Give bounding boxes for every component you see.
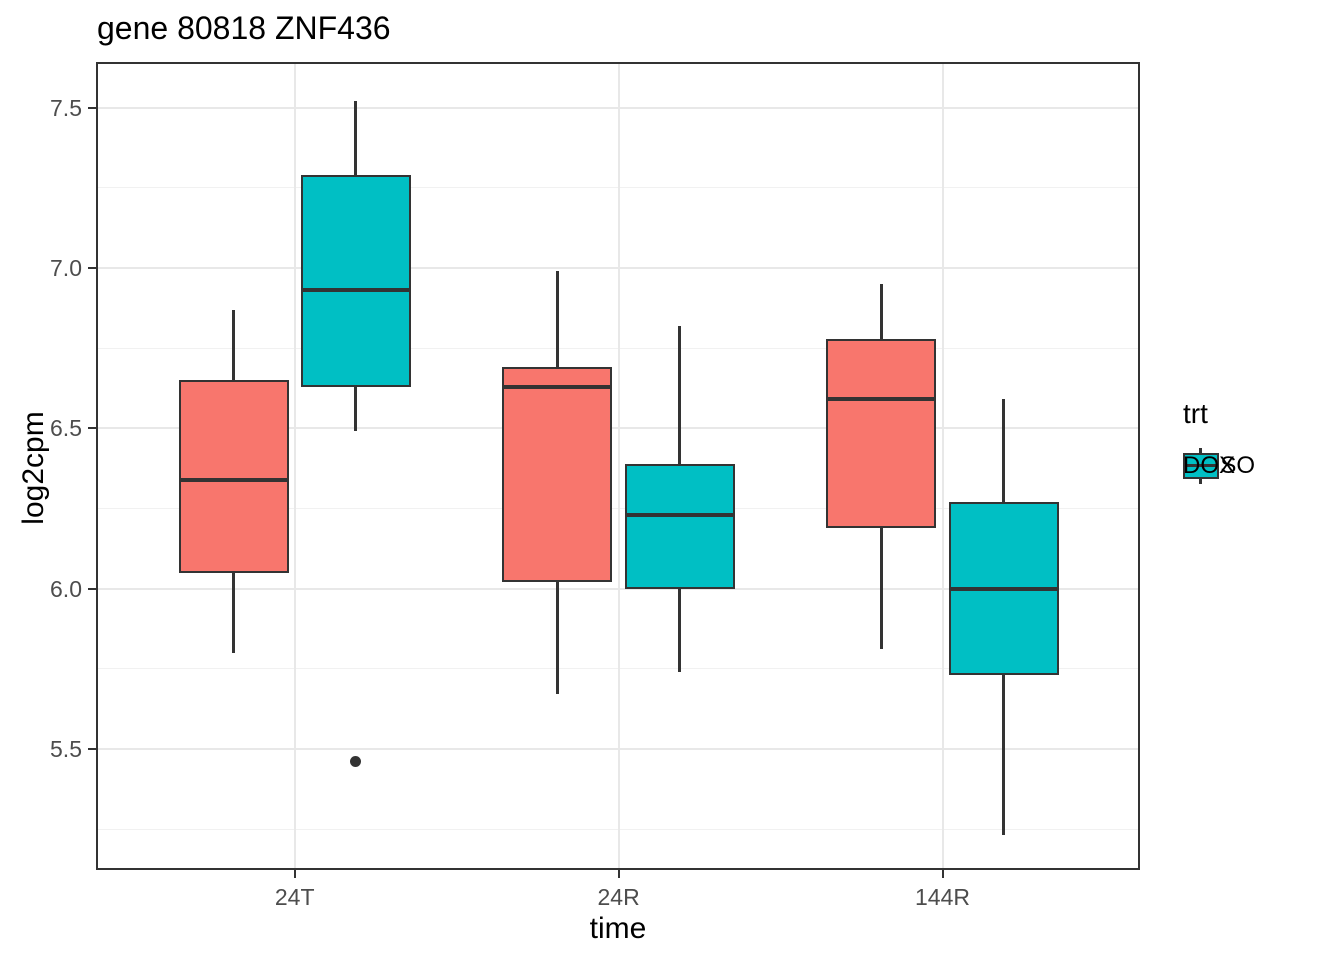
median-DOX-144R (950, 586, 1057, 591)
box-DOX-24R (624, 463, 735, 589)
x-axis-title: time (589, 912, 647, 945)
legend-label: DOX (1183, 452, 1236, 479)
y-tick-label: 6.5 (50, 415, 82, 442)
y-tick-label: 5.5 (50, 735, 82, 762)
box-DMSO-24T (178, 380, 289, 573)
y-tick-mark (88, 747, 96, 750)
y-axis-title: log2cpm (17, 411, 50, 525)
legend-key-median (1185, 464, 1217, 467)
chart-title: gene 80818 ZNF436 (97, 10, 391, 46)
gridline-vertical (941, 62, 944, 870)
y-tick-mark (88, 587, 96, 590)
box-DMSO-24R (502, 367, 613, 583)
box-DMSO-144R (826, 338, 937, 528)
box-DOX-24T (300, 175, 411, 387)
x-tick-label: 24R (597, 884, 640, 910)
gridline-vertical (617, 62, 620, 870)
legend: trt DMSO DOX (1183, 398, 1255, 484)
y-tick-mark (88, 267, 96, 269)
median-DMSO-24R (504, 384, 611, 389)
y-tick-mark (88, 427, 96, 430)
median-DMSO-144R (828, 397, 935, 402)
y-tick-label: 6.0 (50, 575, 82, 602)
x-tick-mark (941, 870, 944, 878)
x-tick-mark (293, 870, 296, 878)
legend-key-boxplot-icon (1183, 448, 1219, 484)
gridline-vertical (293, 62, 296, 870)
legend-title: trt (1183, 398, 1208, 429)
median-DMSO-24T (180, 477, 287, 482)
x-tick-mark (617, 870, 620, 878)
outlier-point (350, 756, 362, 768)
plot-panel (96, 62, 1140, 870)
y-tick-mark (88, 106, 96, 109)
median-DOX-24R (626, 512, 733, 517)
x-tick-label: 144R (915, 884, 970, 910)
x-tick-label: 24T (274, 884, 315, 910)
y-tick-label: 7.5 (50, 94, 82, 121)
y-tick-label: 7.0 (50, 255, 82, 281)
median-DOX-24T (302, 288, 409, 293)
